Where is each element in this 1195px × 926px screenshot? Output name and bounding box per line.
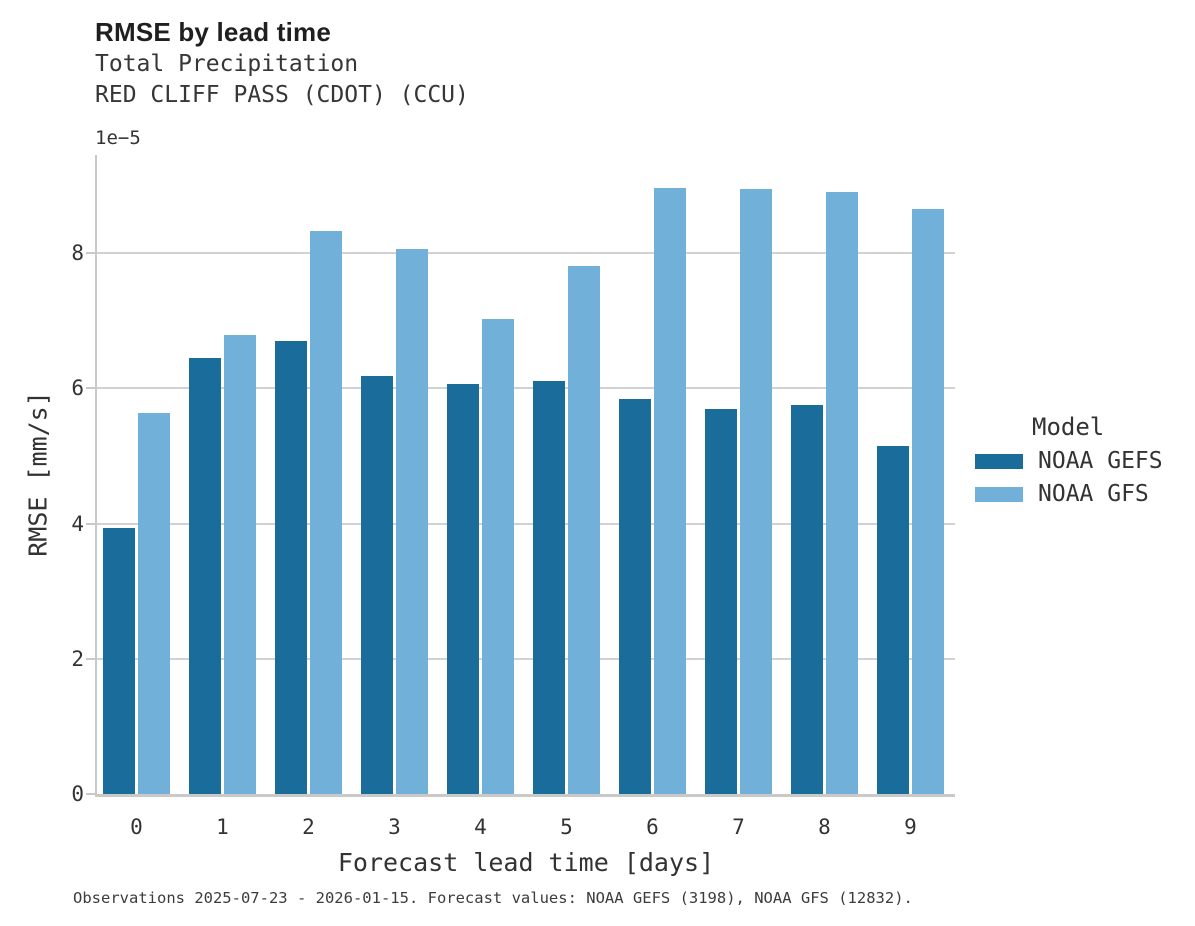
y-axis-offset-label: 1e−5 bbox=[95, 127, 141, 149]
bar-noaa-gefs-day-9 bbox=[877, 445, 909, 794]
x-tick-label-6: 6 bbox=[646, 815, 659, 839]
plot-area bbox=[97, 155, 955, 794]
legend-label-noaa-gfs: NOAA GFS bbox=[1038, 481, 1149, 507]
x-tick-label-1: 1 bbox=[216, 815, 229, 839]
chart-title: RMSE by lead time bbox=[95, 17, 332, 47]
x-tick-label-7: 7 bbox=[732, 815, 745, 839]
bar-noaa-gfs-day-5 bbox=[568, 265, 600, 794]
x-tick-label-0: 0 bbox=[130, 815, 143, 839]
x-tick-label-5: 5 bbox=[560, 815, 573, 839]
y-tick-label-0: 0 bbox=[71, 782, 84, 806]
gridline-y-4 bbox=[97, 522, 955, 525]
bar-noaa-gfs-day-3 bbox=[396, 249, 428, 794]
bar-noaa-gefs-day-0 bbox=[103, 527, 135, 794]
figure-caption: Observations 2025-07-23 - 2026-01-15. Fo… bbox=[73, 889, 913, 907]
bar-noaa-gefs-day-6 bbox=[619, 399, 651, 794]
chart-subtitle-variable: Total Precipitation bbox=[95, 51, 359, 77]
bar-noaa-gefs-day-1 bbox=[189, 357, 221, 794]
gridline-y-8 bbox=[97, 252, 955, 255]
bar-noaa-gefs-day-7 bbox=[705, 409, 737, 794]
y-tick-label-4: 4 bbox=[71, 511, 84, 536]
legend-label-noaa-gefs: NOAA GEFS bbox=[1038, 448, 1163, 474]
y-tick-mark-6 bbox=[86, 387, 95, 390]
y-tick-mark-2 bbox=[86, 657, 95, 660]
bar-noaa-gfs-day-9 bbox=[912, 209, 944, 794]
bar-noaa-gfs-day-4 bbox=[482, 319, 514, 794]
bar-noaa-gfs-day-1 bbox=[224, 334, 256, 794]
x-axis-title: Forecast lead time [days] bbox=[337, 848, 715, 877]
y-axis-spine bbox=[95, 155, 97, 794]
legend-title: Model bbox=[1032, 413, 1105, 441]
bar-noaa-gefs-day-5 bbox=[533, 380, 565, 794]
y-tick-mark-8 bbox=[86, 252, 95, 255]
x-axis-spine bbox=[95, 794, 955, 797]
x-tick-label-2: 2 bbox=[302, 815, 315, 839]
chart-subtitle-station: RED CLIFF PASS (CDOT) (CCU) bbox=[95, 82, 469, 108]
y-tick-label-8: 8 bbox=[71, 241, 84, 266]
legend-swatch-noaa-gefs bbox=[975, 453, 1023, 469]
bar-noaa-gfs-day-7 bbox=[740, 188, 772, 794]
x-tick-label-3: 3 bbox=[388, 815, 401, 839]
bar-noaa-gefs-day-4 bbox=[447, 384, 479, 794]
bar-noaa-gfs-day-6 bbox=[654, 188, 686, 794]
y-tick-mark-0 bbox=[86, 793, 95, 795]
x-tick-label-8: 8 bbox=[818, 815, 831, 839]
bar-noaa-gfs-day-8 bbox=[826, 192, 858, 794]
legend-swatch-noaa-gfs bbox=[975, 486, 1023, 502]
legend-item-noaa-gefs: NOAA GEFS bbox=[975, 448, 1163, 474]
bar-noaa-gfs-day-2 bbox=[310, 230, 342, 794]
bar-noaa-gfs-day-0 bbox=[138, 413, 170, 794]
bar-noaa-gefs-day-8 bbox=[791, 405, 823, 794]
gridline-y-6 bbox=[97, 387, 955, 390]
y-tick-label-2: 2 bbox=[71, 646, 84, 671]
x-tick-label-4: 4 bbox=[474, 815, 487, 839]
bar-noaa-gefs-day-3 bbox=[361, 376, 393, 794]
y-tick-mark-4 bbox=[86, 522, 95, 525]
y-tick-label-6: 6 bbox=[71, 376, 84, 401]
gridline-y-2 bbox=[97, 657, 955, 660]
x-tick-label-9: 9 bbox=[904, 815, 917, 839]
legend-item-noaa-gfs: NOAA GFS bbox=[975, 481, 1149, 507]
bar-noaa-gefs-day-2 bbox=[275, 340, 307, 794]
